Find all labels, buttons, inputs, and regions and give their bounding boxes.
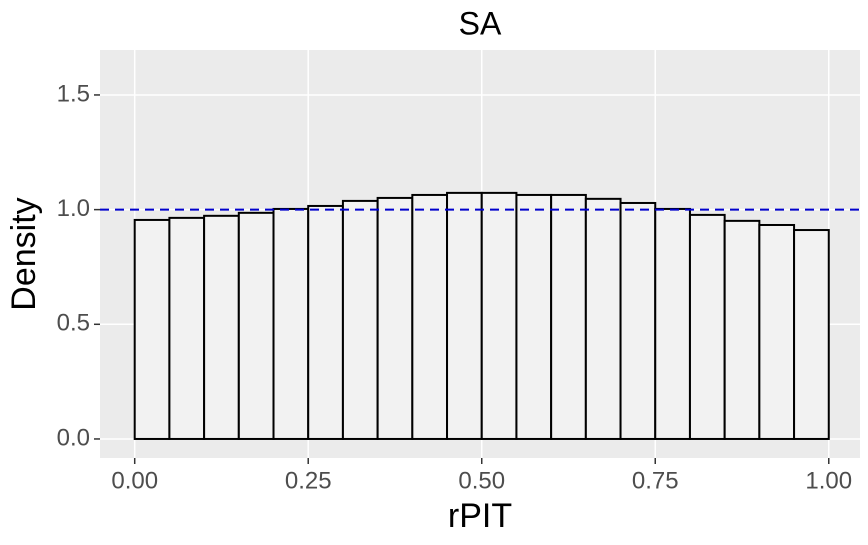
x-tick-label: 1.00 bbox=[805, 467, 852, 494]
bar bbox=[272, 207, 310, 440]
x-tick-label: 0.75 bbox=[632, 467, 679, 494]
bar bbox=[515, 193, 553, 440]
y-tick-label: 1.5 bbox=[57, 80, 90, 107]
chart-title: SA bbox=[459, 5, 502, 41]
y-tick-label: 1.0 bbox=[57, 195, 90, 222]
bar bbox=[411, 193, 449, 440]
bar bbox=[654, 207, 691, 440]
x-tick-label: 0.50 bbox=[458, 467, 505, 494]
bar bbox=[723, 219, 761, 440]
bar bbox=[307, 204, 344, 440]
x-tick-label: 0.25 bbox=[285, 467, 332, 494]
bar bbox=[168, 216, 206, 440]
bar bbox=[584, 197, 622, 440]
x-tick-label: 0.00 bbox=[111, 467, 158, 494]
bar bbox=[619, 201, 657, 440]
bar bbox=[793, 229, 830, 440]
y-axis-label: Density bbox=[5, 197, 43, 310]
y-tick-label: 0.0 bbox=[57, 424, 90, 451]
bar bbox=[446, 191, 483, 440]
x-axis-label: rPIT bbox=[448, 497, 512, 535]
bar bbox=[688, 213, 726, 440]
y-tick-label: 0.5 bbox=[57, 310, 90, 337]
bar bbox=[203, 214, 240, 440]
bar bbox=[758, 223, 796, 440]
bar bbox=[550, 193, 587, 440]
bar bbox=[376, 196, 414, 440]
bar bbox=[237, 211, 275, 440]
bar bbox=[133, 218, 171, 440]
bar bbox=[341, 199, 379, 440]
bar bbox=[480, 191, 518, 440]
